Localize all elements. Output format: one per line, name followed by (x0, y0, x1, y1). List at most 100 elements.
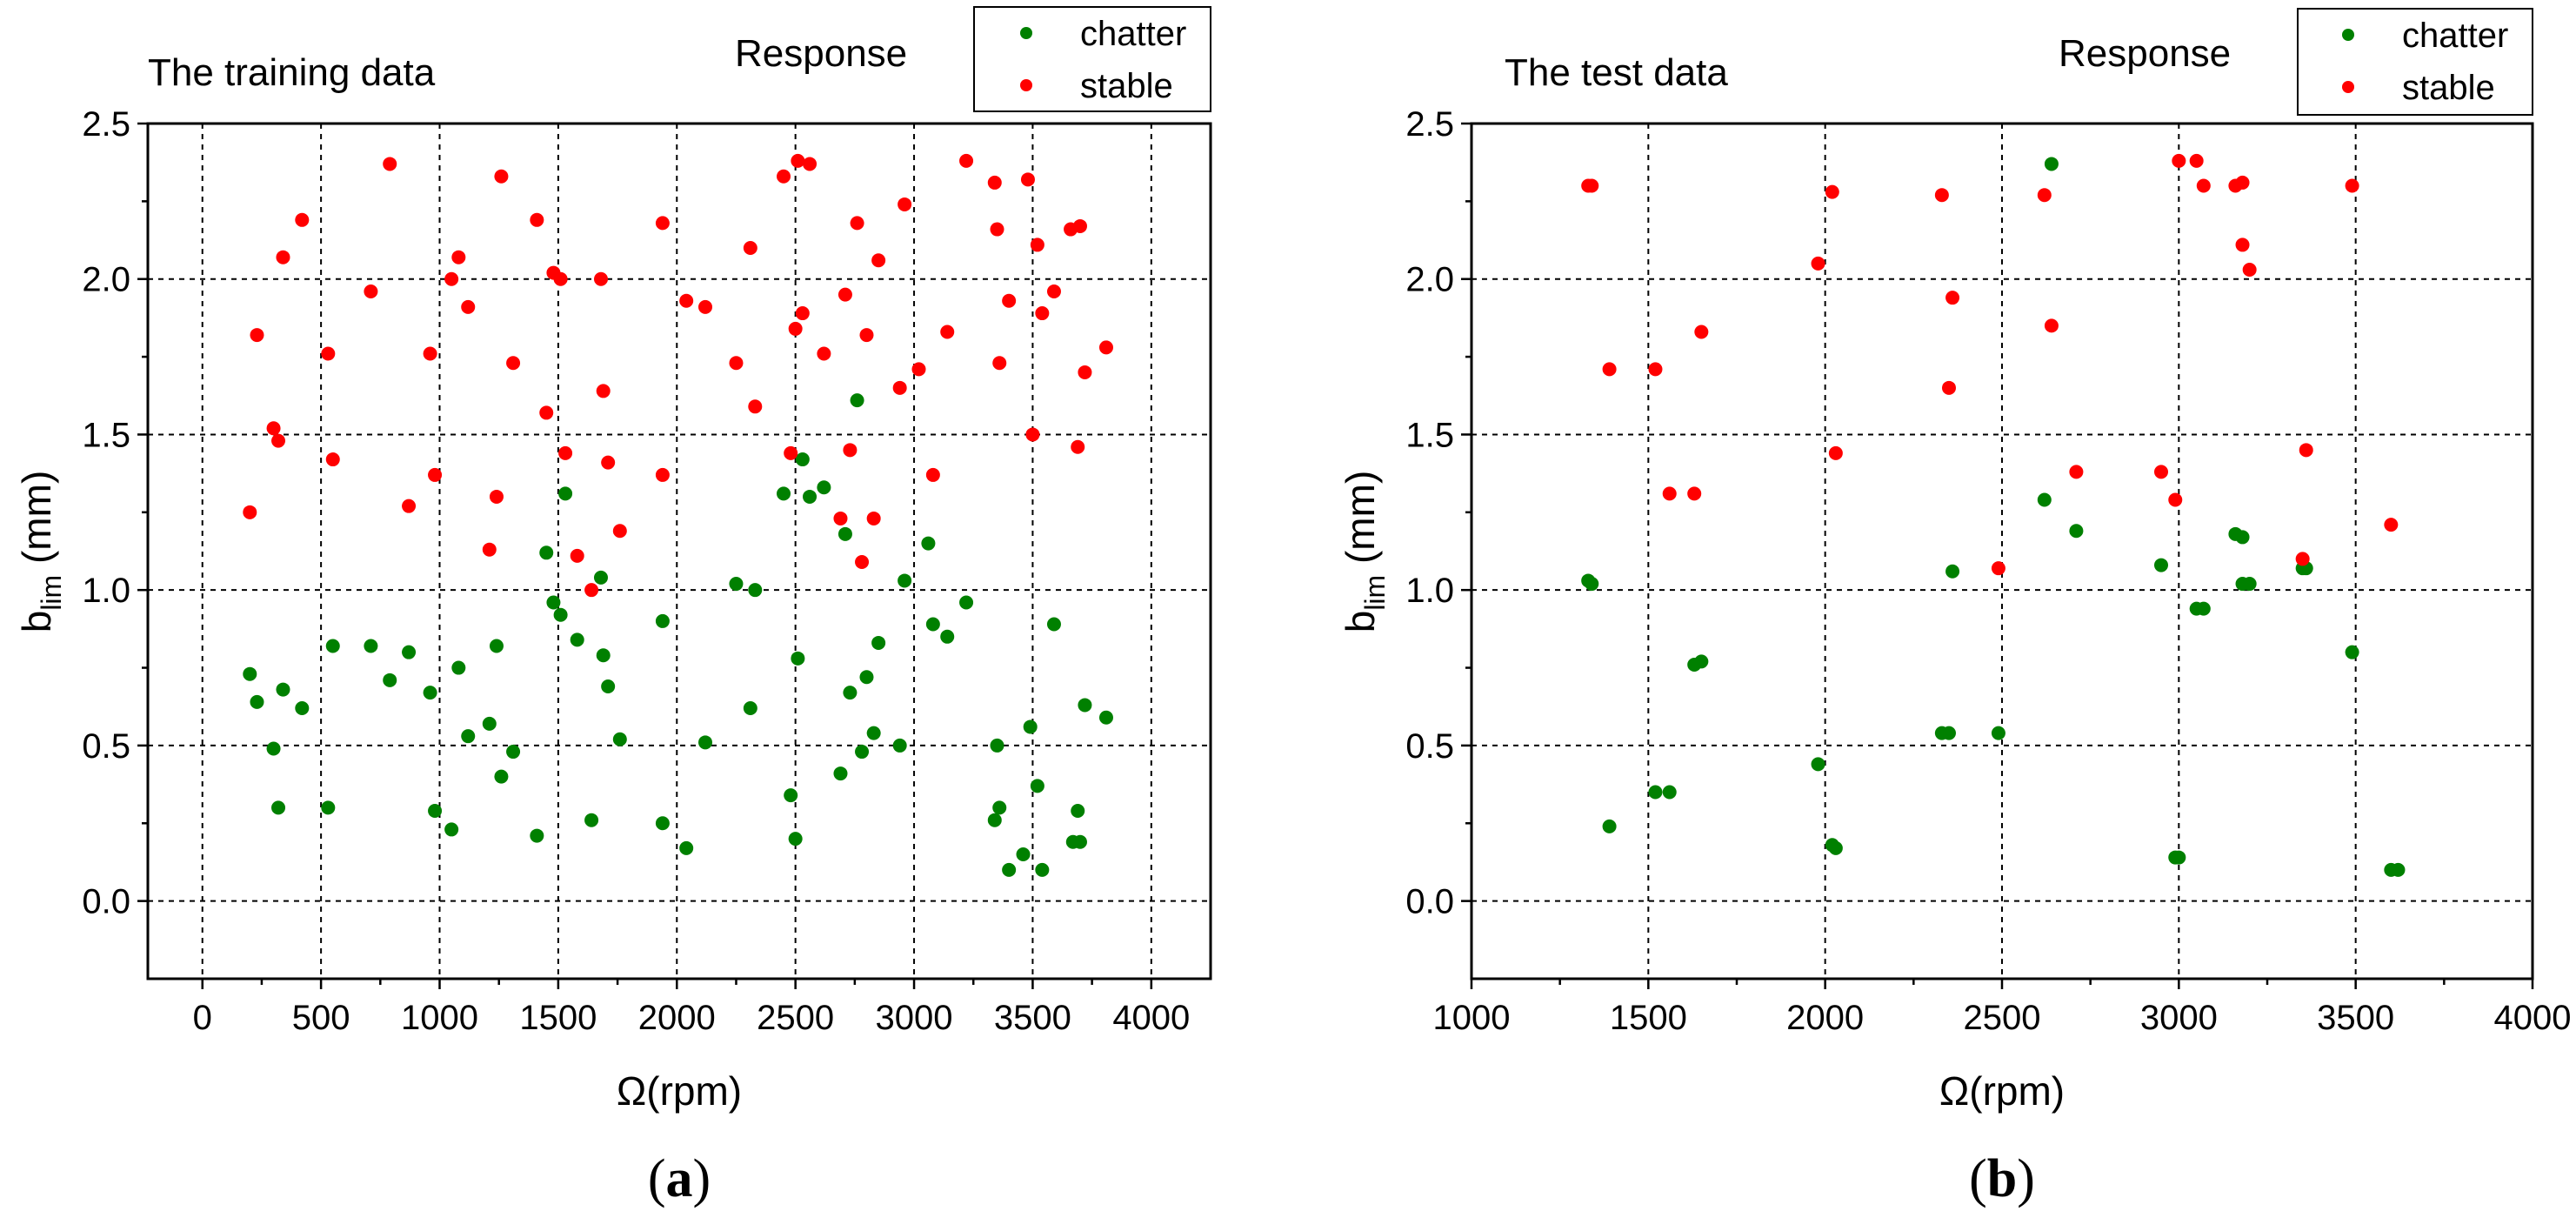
panel-a-point-stable-63 (1020, 172, 1035, 187)
panel-a-point-stable-69 (1071, 439, 1085, 454)
panel-a-point-stable-65 (1030, 238, 1044, 252)
panel-a-point-stable-67 (1046, 284, 1061, 299)
panel-a-point-chatter-44 (817, 480, 831, 495)
panel-a-legend-box (973, 6, 1211, 112)
panel-a-point-stable-56 (925, 467, 940, 482)
panel-a-point-chatter-67 (1046, 617, 1061, 632)
panel-a-point-stable-6 (321, 346, 336, 361)
panel-a-point-chatter-52 (871, 635, 886, 650)
panel-a-legend-chatter-label: chatter (1080, 15, 1186, 53)
panel-b-legend-title: Response (2059, 32, 2231, 75)
panel-a-point-stable-8 (364, 284, 378, 299)
panel-b-point-chatter-4 (1662, 785, 1677, 800)
panel-a-point-stable-13 (444, 271, 459, 286)
panel-a-xtick-label-1000: 1000 (401, 999, 478, 1037)
panel-a-point-chatter-72 (1098, 710, 1113, 725)
panel-b-title: The test data (1505, 51, 1728, 94)
panel-b-point-stable-21 (2196, 178, 2211, 193)
panel-a-point-stable-39 (784, 445, 798, 460)
panel-a-point-chatter-35 (729, 577, 744, 592)
panel-a-gridlines (148, 124, 1211, 979)
panel-a-point-chatter-36 (743, 701, 757, 716)
panel-a-y-label-sub: lim (36, 575, 67, 611)
panel-b-xtick-label-1500: 1500 (1610, 999, 1687, 1037)
panel-a-point-chatter-31 (655, 613, 670, 628)
panel-b-point-stable-8 (1825, 184, 1839, 199)
panel-b-points (1581, 153, 2406, 877)
panel-a-point-stable-9 (383, 157, 397, 171)
panel-a-point-stable-61 (992, 356, 1007, 371)
panel-a-point-stable-54 (898, 197, 912, 211)
panel-b-point-chatter-13 (1991, 726, 2005, 740)
panel-a-point-stable-25 (570, 548, 584, 563)
panel-b-legend-chatter-label: chatter (2402, 17, 2508, 55)
panel-a-point-chatter-37 (748, 583, 763, 598)
panel-b-point-stable-4 (1662, 486, 1677, 501)
panel-a-point-stable-50 (859, 328, 874, 343)
panel-b-xtick-label-4000: 4000 (2494, 999, 2572, 1037)
panel-a-point-chatter-28 (596, 648, 611, 663)
panel-a-point-chatter-12 (428, 803, 443, 818)
panel-a-point-chatter-57 (940, 629, 955, 644)
panel-b-point-chatter-9 (1828, 840, 1843, 855)
panel-a-point-stable-19 (506, 356, 521, 371)
panel-a-point-chatter-14 (451, 660, 466, 675)
panel-a-point-chatter-54 (898, 573, 912, 588)
panel-a-point-stable-33 (679, 293, 694, 308)
panel-a-point-chatter-40 (788, 832, 803, 847)
panel-a-point-stable-53 (892, 380, 907, 395)
panel-b-point-chatter-3 (1648, 785, 1663, 800)
panel-a-point-chatter-23 (553, 607, 568, 622)
panel-b-point-stable-11 (1942, 380, 1956, 395)
panel-a-point-chatter-42 (795, 452, 810, 467)
panel-a-point-stable-24 (558, 445, 573, 460)
panel-a-point-chatter-70 (1072, 834, 1087, 849)
panel-a-point-stable-43 (803, 157, 818, 171)
panel-a-point-chatter-63 (1016, 847, 1031, 862)
panel-b-point-chatter-14 (2037, 492, 2052, 507)
panel-b-legend: chatter stable (2297, 8, 2533, 116)
panel-a-point-stable-1 (250, 328, 264, 343)
panel-a-point-chatter-18 (494, 769, 509, 784)
panel-a-point-stable-46 (838, 287, 852, 302)
panel-a-point-chatter-9 (383, 673, 397, 687)
panel-a-xtick-label-2500: 2500 (757, 999, 834, 1037)
panel-a-points (243, 153, 1113, 877)
panel-a-point-stable-58 (959, 153, 974, 168)
panel-a-point-stable-62 (1002, 293, 1017, 308)
panel-b-xtick-label-3000: 3000 (2140, 999, 2218, 1037)
panel-a-point-chatter-45 (833, 766, 848, 781)
panel-a-point-chatter-33 (679, 840, 694, 855)
panel-b-point-stable-10 (1934, 188, 1949, 203)
panel-a-point-chatter-10 (402, 645, 417, 659)
panel-b-ticks: 1000 1500 2000 2500 3000 3500 4000 0.0 0.5 1.0 1.5… (1405, 105, 2571, 1037)
panel-a-point-chatter-5 (295, 701, 310, 716)
panel-b-ytick-label-3: 1.5 (1405, 416, 1454, 454)
panel-a-point-chatter-49 (855, 745, 870, 760)
panel-b-point-chatter-1 (1585, 577, 1599, 592)
panel-a-point-chatter-17 (489, 639, 504, 653)
panel-a-point-stable-72 (1098, 340, 1113, 355)
panel-a-point-chatter-69 (1071, 803, 1085, 818)
panel-a-point-chatter-19 (506, 745, 521, 760)
panel-b-point-stable-18 (2168, 492, 2183, 507)
panel-a-point-stable-57 (940, 325, 955, 339)
panel-a-legend-title: Response (735, 32, 907, 75)
panel-a-point-stable-44 (817, 346, 831, 361)
panel-b-point-chatter-30 (2391, 862, 2406, 877)
panel-a-point-stable-5 (295, 212, 310, 227)
panel-a-point-stable-20 (530, 212, 544, 227)
panel-a-point-chatter-39 (784, 788, 798, 803)
panel-a-xtick-label-0: 0 (193, 999, 212, 1037)
panel-a-point-chatter-51 (866, 726, 881, 740)
panel-a-xtick-label-3000: 3000 (876, 999, 953, 1037)
panel-a-point-chatter-25 (570, 632, 584, 647)
panel-a-legend-stable-label: stable (1080, 67, 1173, 105)
panel-a-y-label-unit: (mm) (14, 471, 59, 575)
panel-a-point-chatter-2 (266, 741, 281, 756)
panel-a-point-chatter-38 (777, 486, 791, 501)
panel-a-point-chatter-1 (250, 694, 264, 709)
panel-a-point-stable-21 (539, 405, 554, 420)
panel-a-xtick-label-2000: 2000 (638, 999, 716, 1037)
panel-a-title: The training data (148, 51, 436, 94)
